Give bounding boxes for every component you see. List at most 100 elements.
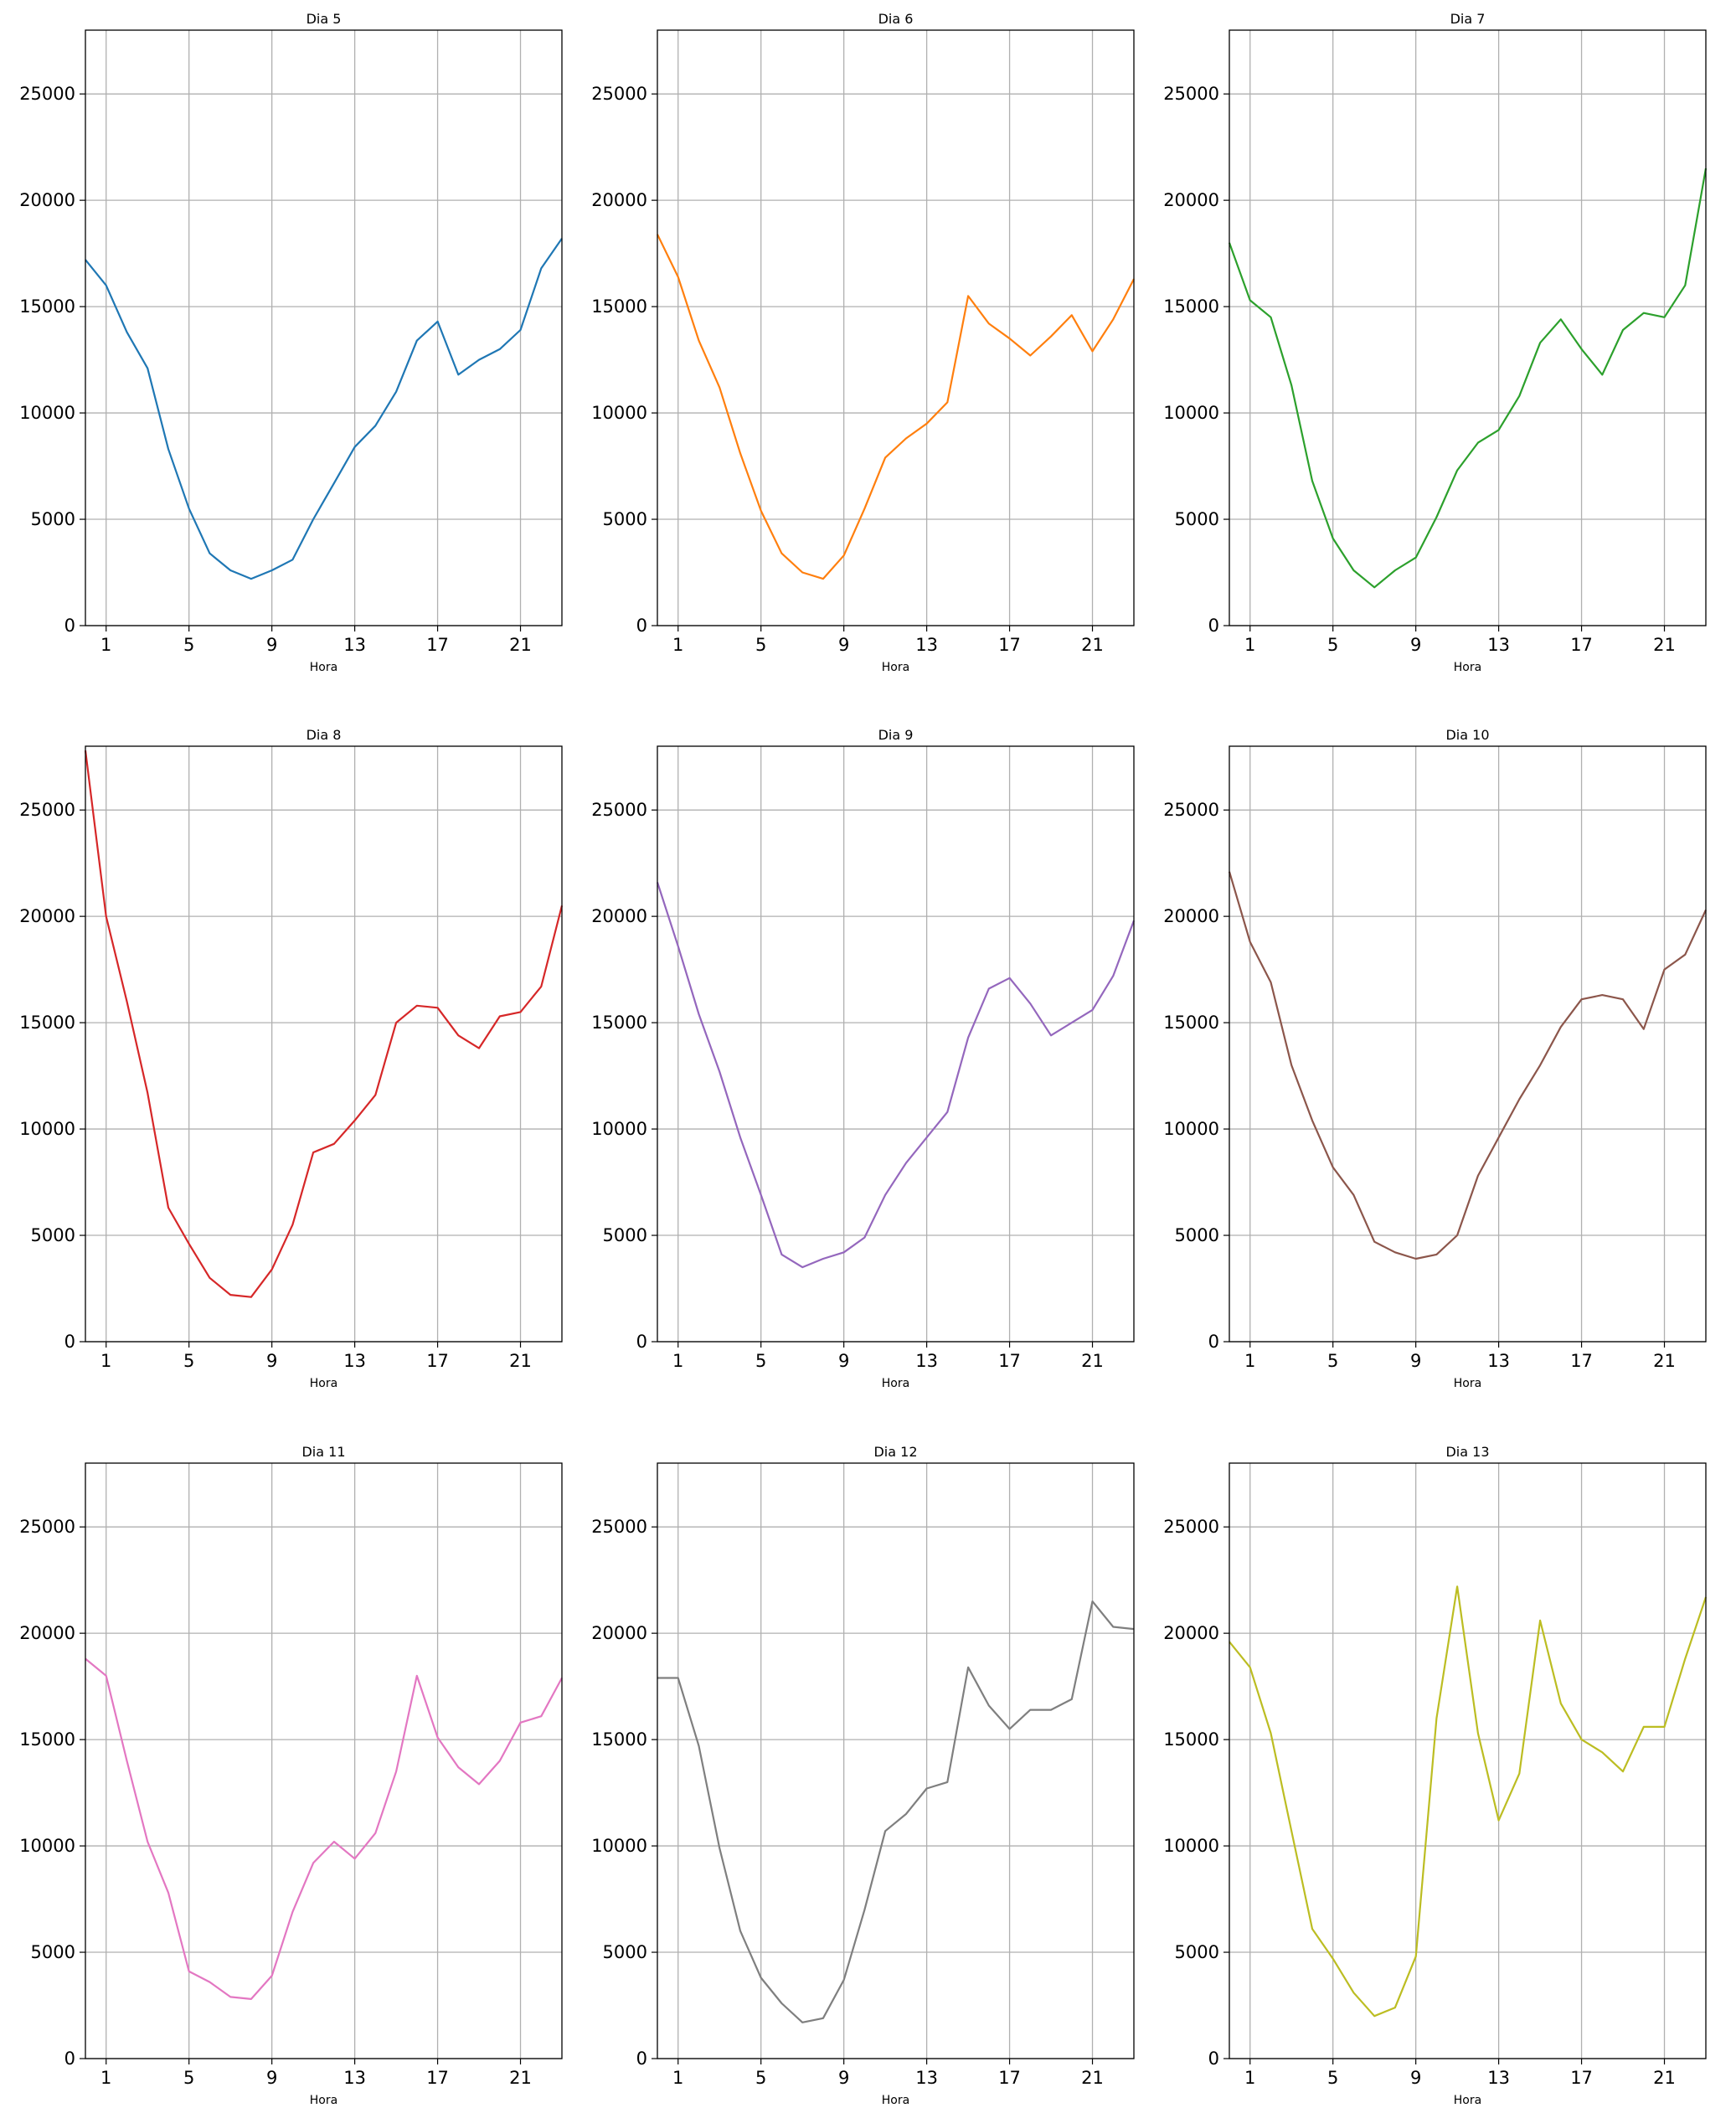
chart-title: Dia 5	[307, 11, 342, 27]
y-tick-label: 0	[64, 616, 75, 636]
y-tick-label: 15000	[19, 1013, 75, 1033]
x-tick-label: 9	[838, 1351, 849, 1371]
y-tick-label: 25000	[591, 800, 647, 820]
x-tick-label: 17	[998, 635, 1021, 655]
y-tick-label: 25000	[19, 84, 75, 104]
x-tick-label: 13	[343, 2068, 366, 2088]
y-tick-label: 10000	[19, 1119, 75, 1139]
x-tick-label: 1	[100, 1351, 111, 1371]
chart-title: Dia 9	[878, 727, 914, 743]
y-tick-label: 5000	[1175, 509, 1219, 529]
x-tick-label: 5	[755, 635, 766, 655]
plot-frame	[85, 29, 563, 626]
chart-panel: 1 5 9 13 17 21 0 5000 10000 15000 20000 25000 Dia 6 H…	[591, 11, 1135, 674]
x-axis-label: Hora	[1454, 661, 1481, 674]
y-tick-label: 15000	[19, 1729, 75, 1750]
series-line	[657, 234, 1135, 580]
plot-frame	[1229, 29, 1707, 626]
y-tick-label: 5000	[1175, 1225, 1219, 1245]
y-tick-label: 0	[1208, 616, 1219, 636]
x-tick-label: 21	[1653, 635, 1676, 655]
series-line	[85, 238, 563, 580]
x-tick-label: 1	[1244, 1351, 1255, 1371]
x-tick-label: 13	[343, 1351, 366, 1371]
y-tick-label: 20000	[19, 190, 75, 210]
y-tick-label: 20000	[1163, 1623, 1219, 1643]
series-line	[656, 882, 1136, 1269]
chart-panel: 1 5 9 13 17 21 0 5000 10000 15000 20000 25000 Dia 9 H…	[591, 727, 1136, 1390]
x-tick-label: 1	[1244, 635, 1255, 655]
x-tick-label: 9	[266, 1351, 277, 1371]
chart-title: Dia 6	[878, 11, 914, 27]
y-tick-label: 0	[1208, 2049, 1219, 2069]
x-tick-label: 9	[838, 635, 849, 655]
x-tick-label: 17	[998, 2068, 1021, 2088]
chart-panel: 1 5 9 13 17 21 0 5000 10000 15000 20000 25000 Dia 10…	[1163, 727, 1707, 1390]
x-tick-label: 1	[672, 1351, 683, 1371]
chart-title: Dia 7	[1450, 11, 1486, 27]
x-tick-label: 9	[1410, 2068, 1421, 2088]
x-tick-label: 9	[1410, 1351, 1421, 1371]
x-tick-label: 1	[100, 2068, 111, 2088]
x-tick-label: 21	[1653, 1351, 1676, 1371]
y-tick-label: 10000	[19, 1836, 75, 1856]
chart-title: Dia 13	[1445, 1444, 1489, 1460]
plot-frame	[85, 1462, 563, 2059]
y-tick-label: 20000	[19, 906, 75, 926]
x-axis-label: Hora	[1454, 2094, 1481, 2107]
y-tick-label: 15000	[1163, 1729, 1219, 1750]
x-axis-label: Hora	[310, 2094, 337, 2107]
y-tick-label: 20000	[1163, 190, 1219, 210]
plot-frame	[657, 29, 1135, 626]
series-line	[1228, 871, 1707, 1260]
y-tick-label: 5000	[603, 1942, 647, 1962]
y-tick-label: 0	[636, 616, 647, 636]
y-tick-label: 0	[636, 2049, 647, 2069]
y-tick-label: 25000	[19, 800, 75, 820]
plot-frame	[85, 745, 563, 1343]
y-tick-label: 25000	[1163, 1517, 1219, 1537]
x-tick-label: 5	[1327, 635, 1338, 655]
x-tick-label: 5	[183, 635, 194, 655]
y-tick-label: 10000	[1163, 1836, 1219, 1856]
x-axis-label: Hora	[882, 661, 909, 674]
plot-frame	[1229, 745, 1707, 1343]
chart-panel: 1 5 9 13 17 21 0 5000 10000 15000 20000 25000 Dia 7 H…	[1163, 11, 1708, 674]
x-axis-label: Hora	[310, 1377, 337, 1390]
y-tick-label: 20000	[1163, 906, 1219, 926]
y-tick-label: 15000	[591, 296, 647, 317]
x-tick-label: 13	[915, 2068, 938, 2088]
x-tick-label: 13	[343, 635, 366, 655]
x-tick-label: 9	[838, 2068, 849, 2088]
x-tick-label: 1	[672, 2068, 683, 2088]
x-tick-label: 1	[1244, 2068, 1255, 2088]
x-tick-label: 21	[509, 2068, 532, 2088]
x-tick-label: 21	[1081, 635, 1104, 655]
x-tick-label: 17	[998, 1351, 1021, 1371]
series-line	[1229, 1585, 1708, 2018]
series-line	[1228, 168, 1708, 589]
x-tick-label: 13	[1487, 2068, 1510, 2088]
y-tick-label: 5000	[31, 509, 75, 529]
chart-panel: 1 5 9 13 17 21 0 5000 10000 15000 20000 25000 Dia 12…	[591, 1444, 1135, 2107]
x-tick-label: 21	[1653, 2068, 1676, 2088]
y-tick-label: 5000	[31, 1942, 75, 1962]
x-tick-label: 13	[1487, 635, 1510, 655]
x-axis-label: Hora	[882, 1377, 909, 1390]
x-tick-label: 5	[755, 2068, 766, 2088]
y-tick-label: 20000	[591, 906, 647, 926]
y-tick-label: 10000	[591, 1119, 647, 1139]
series-line	[85, 1657, 563, 2000]
x-axis-label: Hora	[310, 661, 337, 674]
y-tick-label: 0	[636, 1332, 647, 1352]
x-tick-label: 17	[1570, 635, 1593, 655]
x-tick-label: 5	[755, 1351, 766, 1371]
chart-title: Dia 11	[301, 1444, 345, 1460]
y-tick-label: 15000	[591, 1013, 647, 1033]
y-tick-label: 10000	[1163, 1119, 1219, 1139]
y-tick-label: 5000	[603, 509, 647, 529]
y-tick-label: 15000	[1163, 296, 1219, 317]
y-tick-label: 10000	[591, 1836, 647, 1856]
